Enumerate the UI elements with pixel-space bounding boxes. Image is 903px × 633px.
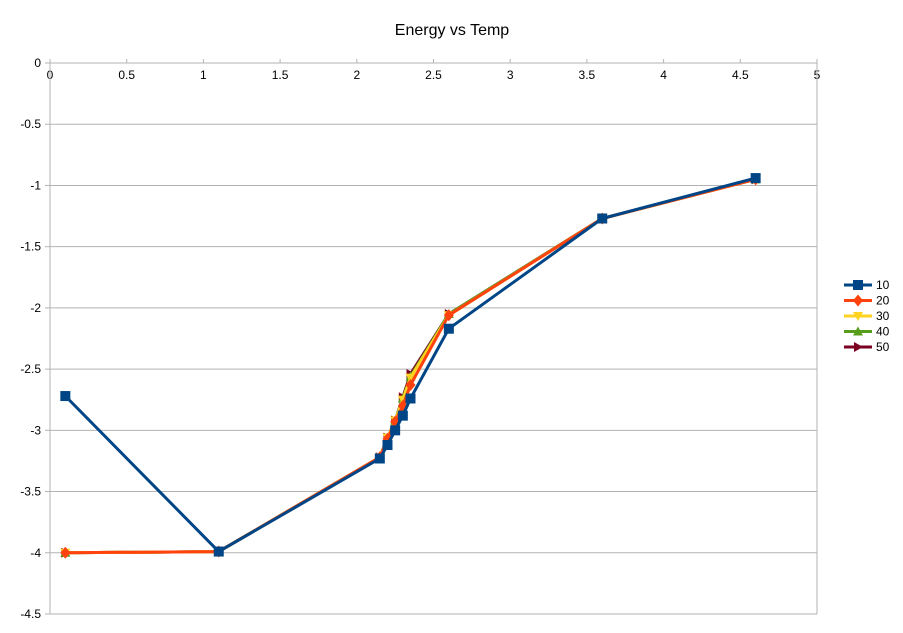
series-10-line [64, 176, 756, 554]
series-10-point [750, 173, 761, 184]
chart-title: Energy vs Temp [395, 22, 510, 39]
legend-item-30: 30 [844, 309, 890, 323]
legend-swatch-marker [853, 326, 863, 336]
series-layer [60, 173, 761, 559]
axes: 0-0.5-1-1.5-2-2.5-3-3.5-4-4.500.511.522.… [20, 56, 820, 621]
legend-label: 10 [876, 278, 890, 292]
x-tick-label: 3.5 [579, 68, 596, 82]
x-tick-label: 2.5 [425, 68, 442, 82]
y-tick-label: 0 [34, 56, 41, 70]
series-30-point [405, 373, 416, 383]
y-tick-label: -1 [30, 178, 41, 192]
series-10-point [390, 425, 401, 436]
legend-swatch-marker [853, 280, 863, 290]
series-20-point [60, 546, 71, 559]
series-20-point [443, 309, 454, 322]
legend-label: 30 [876, 309, 890, 323]
x-tick-label: 3 [507, 68, 514, 82]
series-50-line [65, 177, 756, 555]
legend-swatch-marker [853, 294, 863, 307]
y-tick-label: -1.5 [20, 240, 41, 254]
series-20 [60, 173, 761, 559]
x-tick-label: 4 [660, 68, 667, 82]
legend-item-50: 50 [844, 340, 890, 354]
series-30 [60, 175, 761, 558]
y-tick-label: -4.5 [20, 607, 41, 621]
y-tick-label: -2.5 [20, 362, 41, 376]
legend-item-20: 20 [844, 294, 890, 308]
series-10-point [213, 546, 224, 557]
y-tick-label: -2 [30, 301, 41, 315]
legend-swatch-marker [854, 342, 863, 352]
series-20-line [65, 177, 756, 555]
series-10 [60, 173, 761, 557]
x-tick-label: 1.5 [272, 68, 289, 82]
series-10-point [374, 453, 385, 464]
series-30-line [65, 177, 756, 555]
grid [50, 62, 817, 615]
legend-swatch-marker [853, 312, 863, 321]
legend-item-10: 10 [844, 278, 890, 292]
series-10-point [443, 323, 454, 334]
x-tick-label: 1 [200, 68, 207, 82]
legend-label: 20 [876, 294, 890, 308]
series-40-line [65, 177, 756, 555]
series-10-point [397, 410, 408, 421]
y-tick-label: -4 [30, 546, 41, 560]
series-20-point [405, 379, 416, 392]
x-tick-label: 0.5 [118, 68, 135, 82]
series-10-point [405, 393, 416, 404]
legend-item-40: 40 [844, 325, 890, 339]
y-tick-label: -3 [30, 423, 41, 437]
series-10-point [382, 440, 393, 451]
series-10-point [597, 213, 608, 224]
x-tick-label: 2 [353, 68, 360, 82]
legend-label: 40 [876, 325, 890, 339]
y-tick-label: -3.5 [20, 485, 41, 499]
y-tick-label: -0.5 [20, 117, 41, 131]
x-tick-label: 4.5 [732, 68, 749, 82]
series-10-point [60, 391, 71, 402]
legend-label: 50 [876, 340, 890, 354]
